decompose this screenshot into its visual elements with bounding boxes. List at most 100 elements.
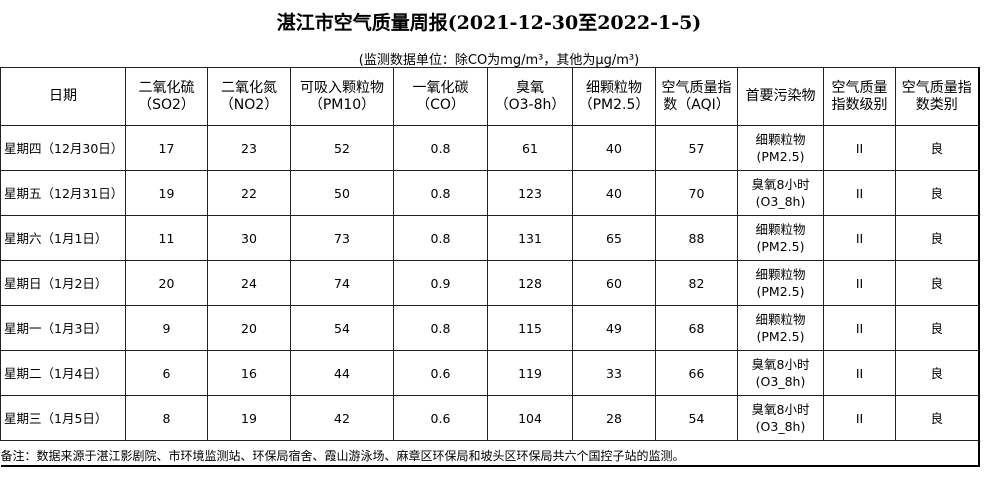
cell-text: II xyxy=(855,230,864,246)
cell-text: （O3-8h） xyxy=(494,96,566,113)
cell: 54 xyxy=(655,395,738,441)
data-row: 星期二（1月4日） 6 16 44 0.6 119 33 66 臭氧8小时 (O3_8h) II 良 xyxy=(0,350,979,396)
cell-text: 128 xyxy=(518,275,542,291)
cell-text: 空气质量 xyxy=(831,79,888,96)
cell-text: 20 xyxy=(241,320,257,336)
cell-text: 42 xyxy=(334,410,350,426)
cell-text: 8 xyxy=(162,410,171,426)
cell: 28 xyxy=(572,395,656,441)
cell-text: 一氧化碳 xyxy=(412,79,469,96)
cell: 臭氧8小时 (O3_8h) xyxy=(737,395,824,441)
cell: 74 xyxy=(290,260,394,306)
cell: 57 xyxy=(655,125,738,171)
cell-text: 良 xyxy=(930,230,943,246)
cell: 星期四（12月30日） xyxy=(0,125,126,171)
cell: 二氧化硫 （SO2） xyxy=(125,67,208,126)
cell-text: 54 xyxy=(688,410,705,426)
cell: 22 xyxy=(207,170,291,216)
cell: 细颗粒物 (PM2.5) xyxy=(737,260,824,306)
cell: 23 xyxy=(207,125,291,171)
cell: II xyxy=(823,125,896,171)
cell-text: 0.6 xyxy=(430,365,451,381)
cell: 17 xyxy=(125,125,208,171)
cell-text: 臭氧 xyxy=(516,79,544,96)
cell-text: II xyxy=(855,275,864,291)
cell-text: 65 xyxy=(606,230,622,246)
cell-text: (PM2.5) xyxy=(756,149,805,164)
cell-text: 数类别 xyxy=(915,96,958,113)
cell-text: 首要污染物 xyxy=(745,88,816,104)
cell: 20 xyxy=(125,260,208,306)
cell: 星期二（1月4日） xyxy=(0,350,126,396)
cell-text: 23 xyxy=(241,140,257,156)
cell: 50 xyxy=(290,170,394,216)
cell-text: 73 xyxy=(334,230,350,246)
cell-text: (PM2.5) xyxy=(756,284,805,299)
table: 日期 二氧化硫 （SO2） 二氧化氮 （NO2） 可吸入颗粒物 （PM10） 一氧化碳 （CO）… xyxy=(0,67,980,467)
cell-text: 0.8 xyxy=(430,140,451,156)
cell-text: （NO2） xyxy=(219,96,279,113)
cell: 臭氧8小时 (O3_8h) xyxy=(737,350,824,396)
cell: 115 xyxy=(487,305,573,351)
cell: 良 xyxy=(895,350,979,396)
cell: 19 xyxy=(125,170,208,216)
cell-text: 指数级别 xyxy=(831,96,888,113)
cell: 良 xyxy=(895,125,979,171)
header-row: 日期 二氧化硫 （SO2） 二氧化氮 （NO2） 可吸入颗粒物 （PM10） 一氧化碳 （CO）… xyxy=(0,67,979,126)
cell-text: 星期日（1月2日） xyxy=(4,275,108,291)
cell: 8 xyxy=(125,395,208,441)
cell: 首要污染物 xyxy=(737,67,824,126)
note-row: 备注：数据来源于湛江影剧院、市环境监测站、环保局宿舍、霞山游泳场、麻章区环保局和… xyxy=(0,440,979,467)
cell: 良 xyxy=(895,260,979,306)
cell-text: 臭氧8小时 xyxy=(751,402,810,417)
cell: 9 xyxy=(125,305,208,351)
cell: 33 xyxy=(572,350,656,396)
cell: 6 xyxy=(125,350,208,396)
cell: II xyxy=(823,170,896,216)
cell: 88 xyxy=(655,215,738,261)
cell: 细颗粒物 （PM2.5） xyxy=(572,67,656,126)
cell: II xyxy=(823,260,896,306)
cell-text: 0.6 xyxy=(430,410,451,426)
cell: 0.8 xyxy=(393,215,488,261)
cell-text: 良 xyxy=(930,320,943,336)
cell: 臭氧 （O3-8h） xyxy=(487,67,573,126)
cell: 空气质量指 数类别 xyxy=(895,67,979,126)
cell: II xyxy=(823,305,896,351)
cell: 良 xyxy=(895,170,979,216)
data-row: 星期三（1月5日） 8 19 42 0.6 104 28 54 臭氧8小时 (O3_8h) II 良 xyxy=(0,395,979,441)
cell: 123 xyxy=(487,170,573,216)
cell-text: 星期五（12月31日） xyxy=(4,185,124,201)
cell: 104 xyxy=(487,395,573,441)
cell-text: 70 xyxy=(688,185,705,201)
cell: 良 xyxy=(895,395,979,441)
data-row: 星期六（1月1日） 11 30 73 0.8 131 65 88 细颗粒物 (PM2.5) II 良 xyxy=(0,215,979,261)
cell-text: 131 xyxy=(518,230,542,246)
cell-text: 细颗粒物 xyxy=(755,222,806,237)
cell: 空气质量指 数（AQI） xyxy=(655,67,738,126)
cell-text: （CO） xyxy=(416,96,465,113)
cell-text: 22 xyxy=(241,185,257,201)
cell-text: 54 xyxy=(334,320,350,336)
cell-text: 49 xyxy=(606,320,622,336)
cell-text: （PM2.5） xyxy=(578,96,650,113)
cell-text: 11 xyxy=(158,230,175,246)
cell: 星期日（1月2日） xyxy=(0,260,126,306)
cell-text: 0.8 xyxy=(430,320,451,336)
cell-text: II xyxy=(855,185,864,201)
cell-text: 臭氧8小时 xyxy=(751,177,810,192)
cell-text: 细颗粒物 xyxy=(755,132,806,147)
cell-text: 30 xyxy=(241,230,257,246)
cell-text: 二氧化硫 xyxy=(138,79,195,96)
cell-text: 61 xyxy=(522,140,538,156)
cell-text: 20 xyxy=(158,275,175,291)
cell: 良 xyxy=(895,215,979,261)
cell: 131 xyxy=(487,215,573,261)
cell-text: 50 xyxy=(334,185,350,201)
cell-text: 星期二（1月4日） xyxy=(4,365,108,381)
cell-text: 24 xyxy=(241,275,257,291)
note: 备注：数据来源于湛江影剧院、市环境监测站、环保局宿舍、霞山游泳场、麻章区环保局和… xyxy=(0,440,979,467)
data-row: 星期日（1月2日） 20 24 74 0.9 128 60 82 细颗粒物 (PM2.5) II 良 xyxy=(0,260,979,306)
cell-text: 0.9 xyxy=(430,275,451,291)
